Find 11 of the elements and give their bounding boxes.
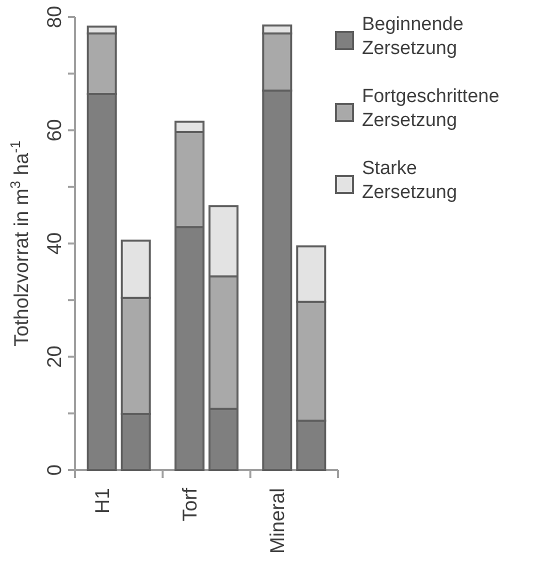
y-tick-label: 20 <box>44 346 66 368</box>
legend-label: Starke Zersetzung <box>362 158 458 203</box>
x-tick-label: Mineral <box>267 488 290 554</box>
y-tick-label: 0 <box>44 464 66 476</box>
y-tick-label: 60 <box>44 119 66 142</box>
x-tick-label: H1 <box>92 488 114 514</box>
y-tick-label: 40 <box>44 232 66 255</box>
y-tick-label: 80 <box>44 6 66 28</box>
legend-label: Fortgeschrittene Zersetzung <box>362 86 500 131</box>
legend-label: Beginnende Zersetzung <box>362 14 464 59</box>
x-tick-label: Torf <box>180 488 202 522</box>
